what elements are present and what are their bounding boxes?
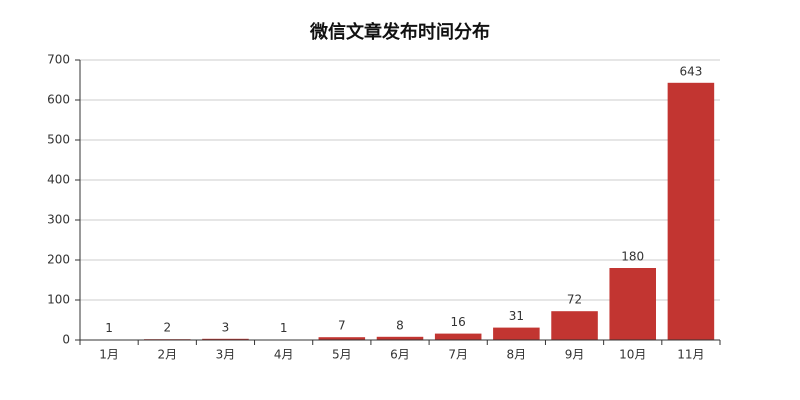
x-tick-label: 10月 bbox=[619, 348, 646, 362]
bar bbox=[667, 82, 715, 341]
x-tick-label: 5月 bbox=[332, 348, 352, 362]
bar bbox=[434, 333, 482, 340]
chart-title: 微信文章发布时间分布 bbox=[309, 21, 490, 43]
x-tick-label: 11月 bbox=[677, 348, 704, 362]
x-tick-label: 2月 bbox=[157, 348, 177, 362]
x-tick-label: 6月 bbox=[390, 348, 410, 362]
data-label: 31 bbox=[509, 309, 524, 323]
x-tick-label: 7月 bbox=[448, 348, 468, 362]
y-tick-label: 100 bbox=[47, 293, 70, 307]
y-tick-label: 600 bbox=[47, 93, 70, 107]
x-tick-label: 4月 bbox=[274, 348, 294, 362]
y-tick-label: 300 bbox=[47, 213, 70, 227]
y-tick-label: 700 bbox=[47, 53, 70, 67]
y-tick-label: 400 bbox=[47, 173, 70, 187]
data-label: 72 bbox=[567, 293, 582, 307]
bar bbox=[376, 336, 424, 340]
y-tick-label: 500 bbox=[47, 133, 70, 147]
data-label: 16 bbox=[451, 315, 466, 329]
bar bbox=[609, 268, 656, 340]
bar bbox=[551, 311, 598, 340]
data-label: 7 bbox=[338, 319, 346, 333]
x-tick-label: 9月 bbox=[565, 348, 585, 362]
data-label: 2 bbox=[163, 321, 171, 335]
y-tick-label: 200 bbox=[47, 253, 70, 267]
x-tick-label: 3月 bbox=[216, 348, 236, 362]
data-label: 1 bbox=[280, 321, 288, 335]
x-tick-label: 8月 bbox=[507, 348, 527, 362]
bar bbox=[202, 338, 249, 340]
data-label: 1 bbox=[105, 321, 113, 335]
bar bbox=[493, 327, 540, 340]
x-tick-label: 1月 bbox=[99, 348, 119, 362]
data-label: 180 bbox=[621, 250, 644, 264]
y-tick-label: 0 bbox=[62, 333, 70, 347]
data-label: 3 bbox=[222, 320, 230, 334]
data-label: 8 bbox=[396, 318, 404, 332]
bar bbox=[318, 337, 366, 340]
data-label: 643 bbox=[679, 64, 702, 78]
